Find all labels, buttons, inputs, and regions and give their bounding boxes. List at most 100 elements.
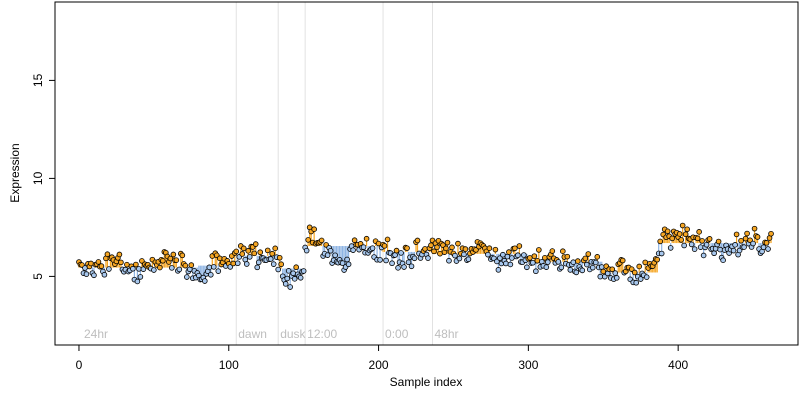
data-point xyxy=(500,251,506,258)
data-point xyxy=(549,248,556,254)
data-point xyxy=(461,251,467,258)
data-point xyxy=(465,256,472,263)
y-tick-label: 5 xyxy=(31,273,45,280)
data-point xyxy=(243,261,250,267)
data-point xyxy=(669,235,675,242)
y-tick-label: 10 xyxy=(31,171,45,185)
data-point xyxy=(733,231,740,238)
data-point xyxy=(536,247,542,253)
data-point xyxy=(527,255,533,261)
data-point xyxy=(736,247,743,254)
data-point xyxy=(744,230,750,237)
data-point xyxy=(82,265,88,271)
x-tick-label: 200 xyxy=(369,358,389,372)
data-point xyxy=(428,242,434,249)
data-point xyxy=(503,260,509,267)
data-point xyxy=(83,271,90,277)
data-point xyxy=(210,264,217,270)
data-point xyxy=(381,243,388,249)
data-point xyxy=(657,238,663,245)
data-point xyxy=(95,259,102,265)
data-point xyxy=(613,275,620,281)
data-point xyxy=(360,244,367,250)
vertical-marker-lines xyxy=(235,2,433,345)
data-point xyxy=(760,244,767,251)
data-point xyxy=(182,262,189,269)
x-tick-label: 300 xyxy=(518,358,538,372)
vertical-marker-labels: dawn dusk 12:00 0:00 48hr xyxy=(238,327,458,341)
data-point xyxy=(324,252,331,258)
data-point xyxy=(717,246,723,253)
data-point xyxy=(318,237,325,244)
data-point xyxy=(582,255,589,262)
data-point xyxy=(579,267,586,274)
data-point xyxy=(267,256,274,262)
data-point xyxy=(750,240,756,247)
data-point xyxy=(589,264,596,271)
data-point xyxy=(201,278,208,284)
data-point xyxy=(720,257,726,263)
data-point xyxy=(137,274,144,280)
data-point xyxy=(446,257,452,264)
data-point xyxy=(631,269,638,276)
data-point xyxy=(91,272,97,279)
data-point xyxy=(512,245,518,252)
data-point xyxy=(574,258,581,264)
data-point xyxy=(456,255,463,262)
points-layer xyxy=(76,222,774,290)
data-point xyxy=(287,284,293,290)
data-point xyxy=(408,263,415,270)
data-point xyxy=(264,247,271,254)
vertical-marker-label: 48hr xyxy=(434,327,458,341)
data-point xyxy=(414,237,421,244)
data-point xyxy=(300,268,307,274)
data-point xyxy=(455,240,461,247)
data-point xyxy=(592,259,599,266)
x-tick-label: 400 xyxy=(668,358,688,372)
data-point xyxy=(170,251,177,258)
data-point xyxy=(151,267,157,273)
data-point xyxy=(681,242,687,249)
data-point xyxy=(404,245,410,251)
data-point xyxy=(504,253,511,260)
data-point xyxy=(524,264,530,271)
data-point xyxy=(612,270,619,276)
y-axis-label: Expression xyxy=(8,143,22,202)
data-point xyxy=(678,237,684,243)
data-point xyxy=(116,251,123,258)
data-point xyxy=(694,235,701,242)
data-point xyxy=(452,252,458,259)
data-point xyxy=(285,268,292,274)
corner-label: 24hr xyxy=(84,327,108,341)
data-point xyxy=(101,271,108,278)
data-point xyxy=(401,264,407,270)
data-point xyxy=(654,256,660,263)
data-point xyxy=(583,261,590,268)
data-point xyxy=(768,230,774,237)
data-point xyxy=(383,257,389,264)
data-point xyxy=(293,264,299,271)
data-point xyxy=(594,254,601,260)
data-point xyxy=(276,254,283,261)
data-point xyxy=(278,261,284,268)
data-point xyxy=(160,257,166,264)
data-point xyxy=(763,240,770,246)
data-point xyxy=(486,245,493,252)
data-point xyxy=(106,266,112,272)
data-point xyxy=(765,246,771,252)
data-point xyxy=(206,264,213,271)
data-point xyxy=(443,245,449,252)
data-point xyxy=(377,257,383,263)
data-point xyxy=(130,265,136,272)
data-point xyxy=(405,259,412,266)
data-point xyxy=(437,250,443,257)
data-point xyxy=(88,260,94,267)
data-point xyxy=(332,252,338,259)
data-point xyxy=(246,254,253,260)
data-point xyxy=(297,274,304,281)
data-point xyxy=(124,261,130,268)
data-point xyxy=(176,266,183,273)
data-point xyxy=(339,260,346,266)
